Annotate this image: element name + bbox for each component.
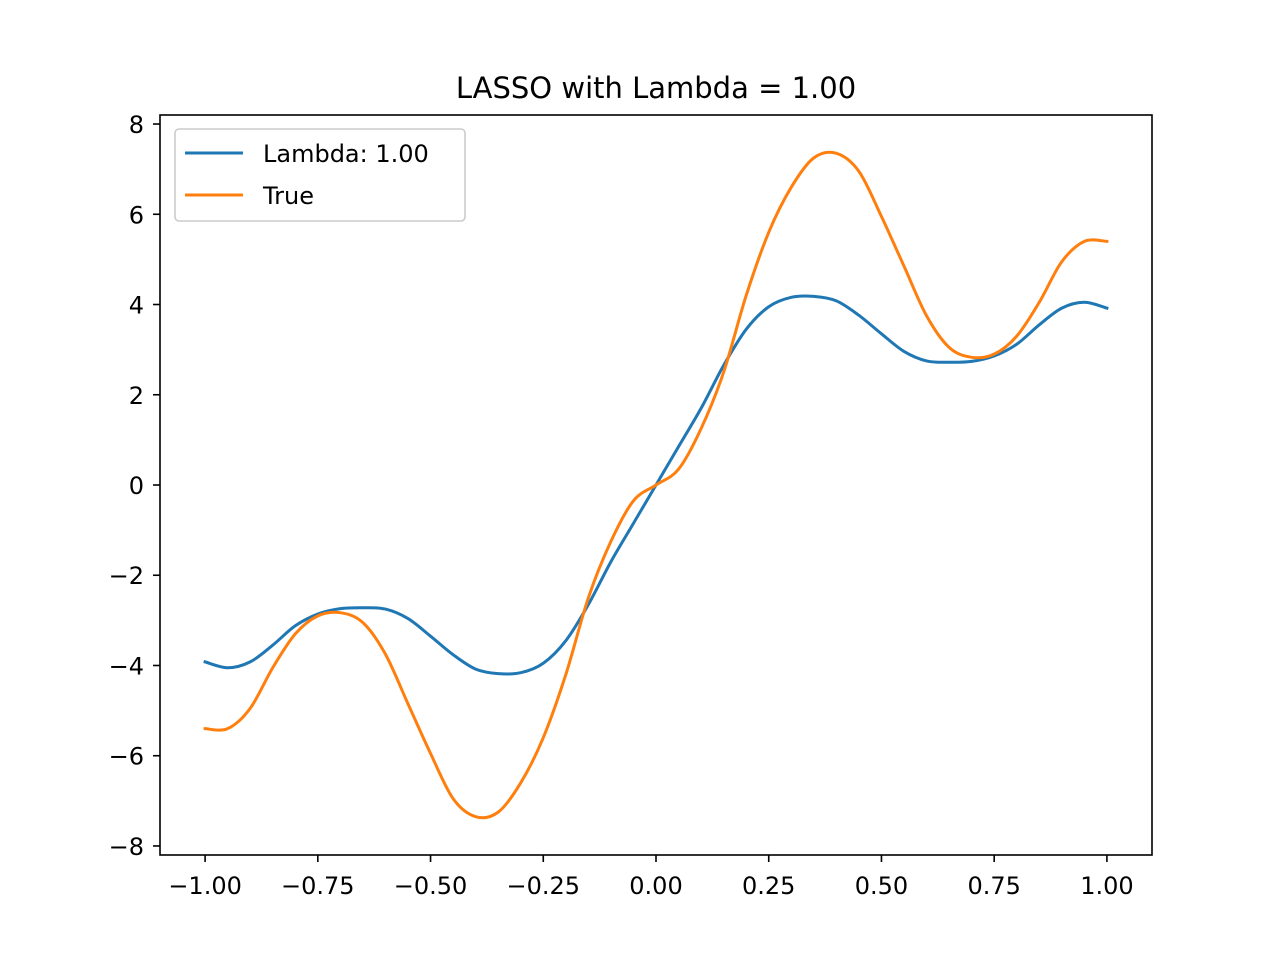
legend-label: True: [262, 182, 314, 210]
y-tick-label: 2: [129, 382, 144, 410]
y-tick-label: 6: [129, 201, 144, 229]
x-tick-label: 0.25: [742, 872, 795, 900]
legend: Lambda: 1.00 True: [174, 128, 466, 222]
y-tick-label: 0: [129, 472, 144, 500]
axes-group: −1.00 −0.75 −0.50 −0.25 0.00 0.25 0.50 0.75 1.00…: [109, 111, 1153, 900]
y-tick-label: −8: [109, 833, 144, 861]
series-group: [203, 150, 1109, 820]
y-tick-label: −4: [109, 652, 144, 680]
x-tick-label: −0.25: [506, 872, 580, 900]
chart-title: LASSO with Lambda = 1.00: [456, 71, 856, 105]
legend-box: [174, 128, 466, 222]
y-tick-label: 4: [129, 292, 144, 320]
legend-label: Lambda: 1.00: [263, 140, 429, 168]
y-tick-label: −6: [109, 743, 144, 771]
series-line-true: [203, 150, 1109, 820]
y-tick-label: −2: [109, 562, 144, 590]
x-tick-label: 0.00: [629, 872, 682, 900]
x-tick-label: 0.50: [855, 872, 908, 900]
x-tick-label: −1.00: [168, 872, 242, 900]
y-tick-label: 8: [129, 111, 144, 139]
x-tick-label: −0.75: [281, 872, 355, 900]
x-tick-label: 1.00: [1080, 872, 1133, 900]
x-tick-label: 0.75: [967, 872, 1020, 900]
x-tick-label: −0.50: [394, 872, 468, 900]
